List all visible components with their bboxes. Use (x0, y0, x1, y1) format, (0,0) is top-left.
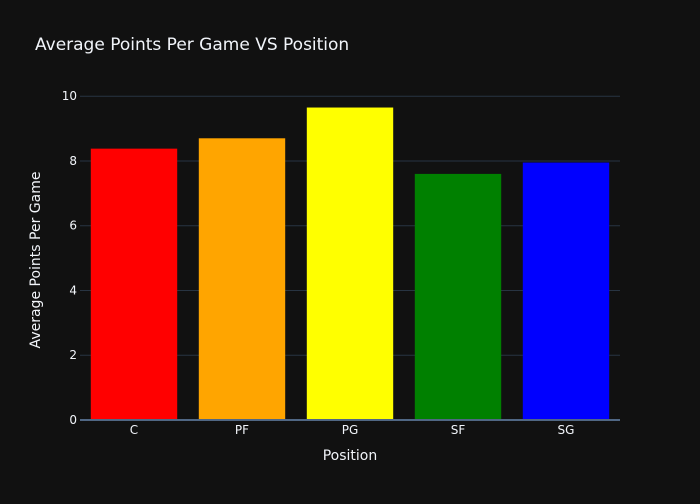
axes: 0 2 4 6 8 10 C PF PG SF SG (62, 89, 620, 437)
x-tick-label: PF (235, 423, 249, 437)
bars (90, 107, 610, 421)
y-tick-label: 4 (69, 283, 77, 297)
x-axis-title: Position (323, 448, 378, 464)
y-tick-label: 6 (69, 219, 77, 233)
y-tick-label: 0 (69, 413, 77, 427)
bar-sg (522, 162, 610, 421)
y-tick-label: 2 (69, 348, 77, 362)
x-tick-label: PG (342, 423, 359, 437)
chart-title: Average Points Per Game VS Position (35, 35, 349, 55)
bar-pf (198, 138, 286, 421)
bar-c (90, 148, 178, 420)
y-tick-label: 8 (69, 154, 77, 168)
x-tick-label: SG (558, 423, 575, 437)
x-tick-label: C (130, 423, 138, 437)
bar-pg (306, 107, 394, 421)
y-tick-label: 10 (62, 89, 77, 103)
bar-sf (414, 173, 502, 420)
x-tick-label: SF (451, 423, 466, 437)
y-axis-title: Average Points Per Game (28, 172, 44, 349)
